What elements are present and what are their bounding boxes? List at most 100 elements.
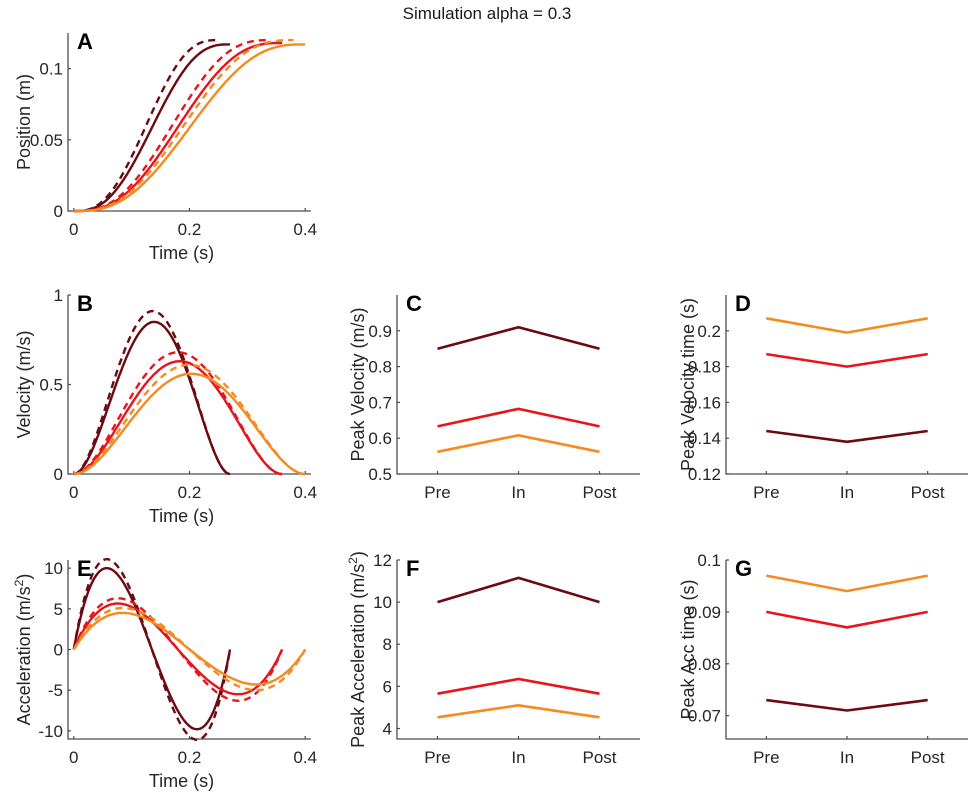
y-tick-label: 0.7: [368, 393, 392, 412]
series-line-red-solid: [72, 602, 284, 696]
series-line-red-dashed: [73, 38, 271, 213]
y-tick-label: 0.12: [688, 465, 721, 484]
series-line-orange-dashed: [73, 38, 294, 213]
y-tick-label: 0.5: [368, 465, 392, 484]
x-tick-label: Pre: [424, 748, 450, 767]
x-tick-label: Pre: [424, 483, 450, 502]
y-axis-label: Acceleration (m/s2): [12, 574, 34, 726]
series-line-dark-red-solid: [72, 566, 232, 731]
y-axis-label: Peak Velocity (m/s): [348, 307, 368, 461]
y-tick-label: 10: [373, 593, 392, 612]
series-line-dark-red-solid: [73, 43, 230, 213]
y-tick-label: 0.1: [39, 60, 63, 79]
y-tick-label: 1: [54, 286, 63, 305]
panel-letter: G: [735, 556, 752, 581]
series-line-dark-red: [437, 325, 600, 350]
x-tick-label: In: [840, 483, 854, 502]
series-line-dark-red-solid: [73, 320, 231, 476]
x-axis-label: Time (s): [149, 506, 214, 526]
y-axis-label: Peak Acc time (s): [678, 579, 698, 719]
x-tick-label: In: [511, 483, 525, 502]
x-axis-label: Time (s): [149, 771, 214, 791]
series-line-orange-dashed: [72, 606, 307, 692]
series-line-orange-solid: [73, 43, 306, 213]
y-tick-label: 0.08: [688, 655, 721, 674]
axis-lines: [396, 295, 640, 475]
series-line-red: [437, 677, 600, 695]
x-tick-label: 0.2: [178, 748, 202, 767]
x-tick-label: Pre: [753, 748, 779, 767]
y-tick-label: 0.07: [688, 707, 721, 726]
y-tick-label: 0.14: [688, 429, 721, 448]
y-tick-label: 0.8: [368, 358, 392, 377]
series-line-orange-solid: [73, 372, 306, 476]
y-tick-label: 0.09: [688, 603, 721, 622]
series-line-orange: [437, 703, 600, 719]
x-tick-label: Pre: [753, 483, 779, 502]
panel-letter: C: [406, 291, 422, 316]
panel-letter: B: [77, 291, 93, 316]
axis-lines: [725, 295, 968, 475]
series-line-red: [437, 407, 600, 428]
series-line-dark-red-dashed: [73, 309, 231, 476]
axis-lines: [725, 560, 968, 740]
y-axis-label: Peak Velocity time (s): [678, 298, 698, 471]
x-tick-label: 0: [69, 220, 78, 239]
y-tick-label: 0: [54, 641, 63, 660]
panel-letter: D: [735, 291, 751, 316]
x-tick-label: Post: [582, 748, 616, 767]
series-line-dark-red-dashed: [73, 38, 219, 213]
figure-title: Simulation alpha = 0.3: [403, 4, 572, 23]
y-tick-label: 5: [54, 600, 63, 619]
x-tick-label: Post: [911, 748, 945, 767]
y-tick-label: 0.6: [368, 429, 392, 448]
panel-letter: A: [77, 29, 93, 54]
series-line-dark-red: [766, 698, 928, 712]
panel-d: 0.12 0.14 0.16 0.18 0.2 Pre In Post Peak Velocit…: [678, 291, 968, 502]
panel-letter: F: [406, 556, 419, 581]
y-tick-label: 0.1: [697, 551, 721, 570]
y-tick-label: 10: [44, 559, 63, 578]
axis-lines: [67, 560, 311, 740]
panel-b: 0 0.5 1 0 0.2 0.4 Time (s) Velocity (m/s) B: [14, 286, 317, 526]
x-tick-label: 0: [69, 748, 78, 767]
series-line-dark-red: [766, 429, 928, 444]
y-tick-label: 0.9: [368, 322, 392, 341]
x-tick-label: In: [840, 748, 854, 767]
series-line-orange: [437, 433, 600, 454]
x-tick-label: In: [511, 748, 525, 767]
series-line-red-dashed: [73, 351, 283, 476]
series-line-red-dashed: [72, 596, 284, 703]
y-axis-label: Peak Acceleration (m/s2): [346, 551, 368, 748]
panel-a: 0 0.05 0.1 0 0.2 0.4 Time (s) Position (m) A: [14, 29, 317, 263]
x-axis-label: Time (s): [149, 243, 214, 263]
axis-lines: [396, 560, 640, 740]
panel-e: -10 -5 0 5 10 0 0.2 0.4 Time (s) Acceleration (m/…: [12, 556, 317, 791]
series-line-orange-dashed: [73, 363, 306, 476]
y-tick-label: -5: [48, 681, 63, 700]
series-line-red: [766, 352, 928, 368]
y-tick-label: 0.5: [39, 376, 63, 395]
y-tick-label: 0.05: [30, 131, 63, 150]
y-axis-label: Position (m): [14, 74, 34, 170]
x-tick-label: 0.4: [293, 748, 317, 767]
y-tick-label: 0.18: [688, 358, 721, 377]
panel-g: 0.07 0.08 0.09 0.1 Pre In Post Peak Acc time (s…: [678, 551, 968, 767]
x-tick-label: 0: [69, 483, 78, 502]
y-tick-label: -10: [38, 722, 63, 741]
panel-f: 4 6 8 10 12 Pre In Post Peak Acceleration (m/s2)…: [346, 551, 640, 767]
series-line-orange: [766, 574, 928, 593]
series-line-orange: [766, 317, 928, 334]
y-tick-label: 0.2: [697, 322, 721, 341]
series-line-dark-red: [437, 576, 600, 604]
series-line-dark-red-dashed: [72, 558, 232, 741]
x-tick-label: Post: [582, 483, 616, 502]
y-tick-label: 8: [383, 635, 392, 654]
series-line-red-solid: [73, 41, 283, 213]
x-tick-label: 0.4: [293, 483, 317, 502]
x-tick-label: 0.2: [178, 220, 202, 239]
y-tick-label: 0.16: [688, 393, 721, 412]
x-tick-label: Post: [911, 483, 945, 502]
x-tick-label: 0.2: [178, 483, 202, 502]
